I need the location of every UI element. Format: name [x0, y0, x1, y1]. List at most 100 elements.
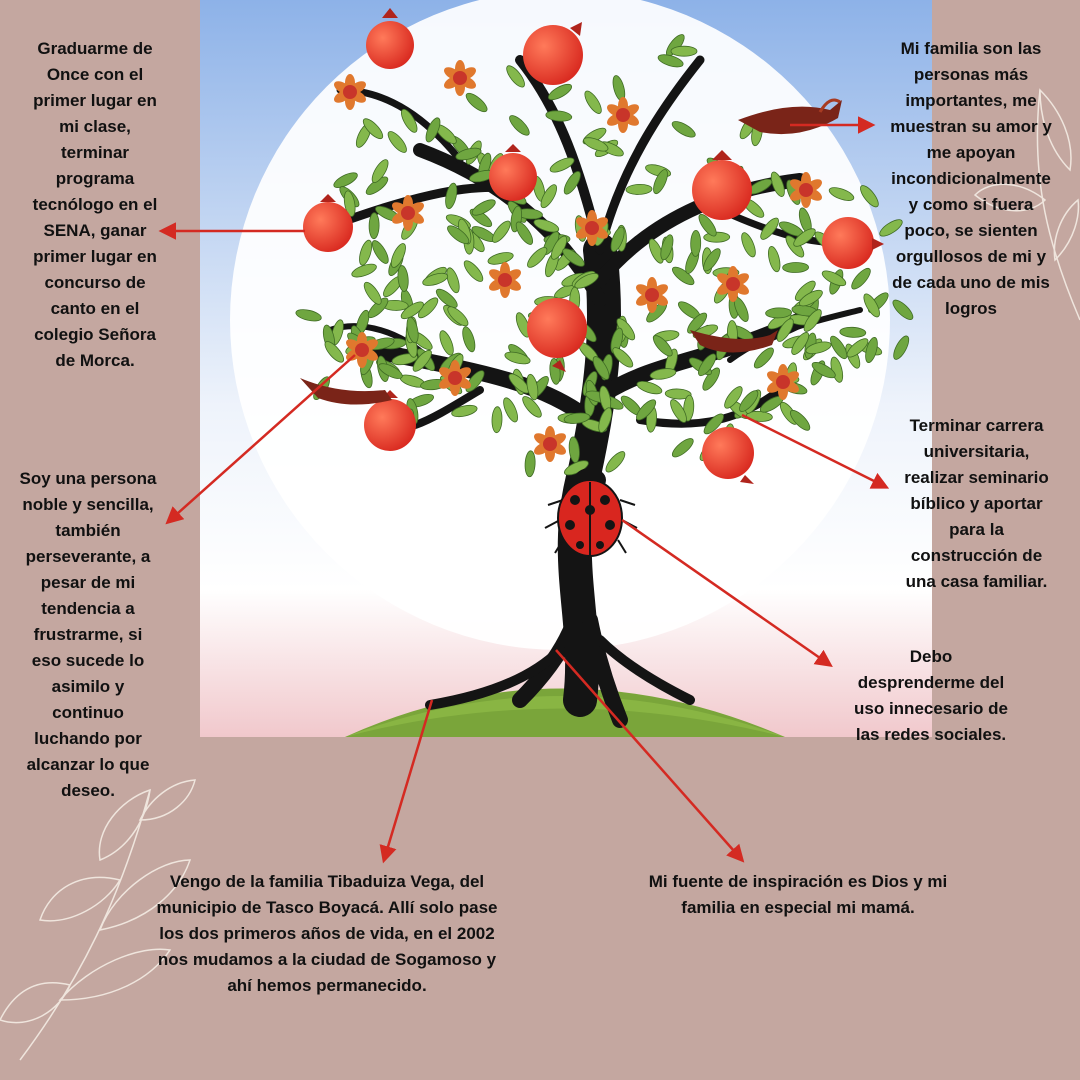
- leaf: [425, 117, 441, 143]
- leaf: [770, 171, 785, 197]
- leaf: [791, 332, 810, 355]
- leaf: [687, 312, 708, 334]
- leaf: [652, 335, 673, 357]
- leaf: [351, 263, 377, 278]
- leaf: [636, 399, 657, 421]
- leaf: [504, 351, 531, 365]
- pomegranate-fruit: [489, 144, 537, 201]
- leaf: [506, 65, 525, 88]
- leaf: [830, 335, 848, 360]
- leaf: [846, 338, 869, 358]
- leaf: [359, 239, 373, 266]
- leaf: [683, 394, 695, 422]
- flower: [576, 210, 608, 246]
- leaf: [465, 92, 488, 113]
- pomegranate-fruit: [303, 194, 353, 252]
- leaf: [397, 265, 409, 292]
- flower: [439, 360, 471, 396]
- leaf: [879, 219, 903, 237]
- leaf: [378, 363, 403, 379]
- leaf: [406, 316, 419, 344]
- leaf: [447, 306, 469, 327]
- leaf: [367, 297, 389, 319]
- text-origin: Vengo de la familia Tibaduiza Vega, del …: [156, 872, 498, 995]
- leaf: [371, 159, 389, 183]
- leaf: [765, 307, 792, 319]
- leaf: [703, 248, 721, 272]
- leaf: [447, 225, 470, 245]
- leaf: [741, 232, 756, 258]
- leaf: [776, 318, 794, 342]
- leaf: [598, 407, 613, 433]
- leaf: [390, 243, 406, 268]
- leaf: [610, 226, 625, 252]
- leaf: [417, 297, 439, 319]
- leaf: [547, 83, 573, 101]
- leaf: [793, 228, 816, 247]
- leaf: [625, 183, 653, 195]
- leaf: [702, 367, 720, 391]
- leaf: [509, 115, 530, 136]
- leaf: [851, 267, 871, 290]
- leaf: [753, 347, 774, 369]
- leaf: [463, 260, 484, 282]
- leaf: [400, 301, 424, 320]
- flower: [444, 60, 476, 96]
- flower: [534, 426, 566, 462]
- flower: [790, 172, 822, 208]
- leaf: [549, 157, 575, 173]
- flower: [346, 332, 378, 368]
- leaf: [671, 121, 696, 138]
- text-personality: Soy una persona noble y sencilla, tambié…: [19, 469, 157, 800]
- leaf: [703, 231, 731, 243]
- leaf: [563, 412, 591, 424]
- leaf: [540, 184, 558, 209]
- leaf: [439, 330, 454, 356]
- leaf: [295, 309, 322, 322]
- leaf: [724, 386, 743, 409]
- leaf: [524, 450, 536, 478]
- leaf: [803, 309, 822, 332]
- leaf: [612, 347, 634, 368]
- leaf: [584, 90, 602, 114]
- leaf: [664, 388, 692, 400]
- leaf: [863, 293, 880, 318]
- leaf: [363, 281, 382, 305]
- leaf: [491, 406, 503, 434]
- leaf: [471, 199, 496, 216]
- leaf: [670, 399, 687, 423]
- leaf: [636, 380, 663, 395]
- leaf: [671, 438, 694, 458]
- leaf: [368, 212, 380, 240]
- flower: [717, 266, 749, 302]
- leaf: [828, 187, 855, 201]
- flower: [334, 74, 366, 110]
- leaf: [435, 288, 458, 308]
- leaf: [333, 172, 358, 188]
- leaf-sketch-bottom-left: [0, 779, 196, 1061]
- leaf: [703, 413, 724, 435]
- text-family: Mi familia son las personas más importan…: [890, 39, 1052, 318]
- leaf: [533, 218, 560, 233]
- leaf: [760, 217, 779, 240]
- leaf: [670, 45, 698, 57]
- leaf: [487, 252, 514, 265]
- leaf: [839, 326, 867, 338]
- pomegranate-fruit: [822, 217, 884, 269]
- text-goals: Terminar carrera universitaria, realizar…: [904, 416, 1049, 591]
- tree-flowers: [334, 60, 822, 462]
- ladybug: [544, 468, 638, 557]
- leaf: [455, 147, 482, 161]
- leaf: [739, 390, 759, 412]
- tree-leaves: [295, 32, 914, 478]
- leaf: [782, 262, 809, 273]
- leaf: [805, 341, 832, 355]
- pomegranate-fruit: [523, 22, 583, 85]
- leaf: [860, 185, 879, 208]
- leaf: [503, 397, 518, 423]
- leaf: [515, 221, 534, 245]
- pomegranate-fruit: [366, 8, 414, 69]
- pomegranates: [303, 8, 884, 484]
- leaf: [391, 353, 418, 366]
- leaf: [657, 54, 684, 68]
